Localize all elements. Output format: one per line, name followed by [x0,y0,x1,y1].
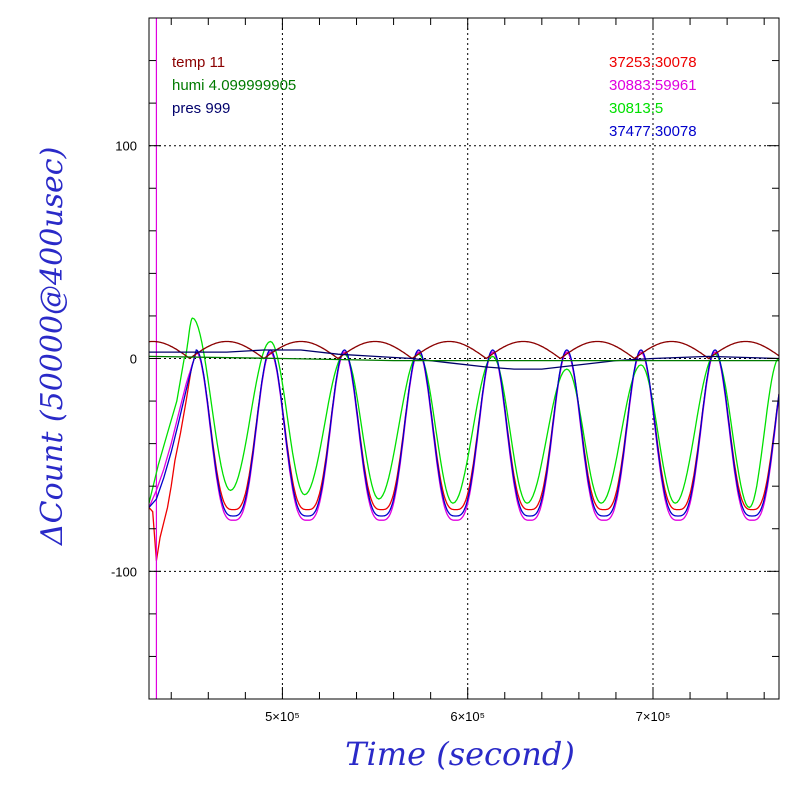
y-tick-label: -100 [111,564,137,579]
series-line-30883-59961 [149,351,779,521]
series-line-37477-30078 [149,349,779,517]
legend-right: 37253.30078 30883.59961 30813.5 37477.30… [609,51,697,143]
tick-labels: 5×10⁵ 6×10⁵ 7×10⁵ 100 0 -100 [111,139,670,724]
legend-left: temp 11 humi 4.099999905 pres 999 [172,51,296,120]
y-tick-label: 0 [130,352,137,367]
legend-entry-red: 37253.30078 [609,54,697,71]
x-tick-label: 6×10⁵ [450,709,485,724]
x-tick-label: 5×10⁵ [265,709,300,724]
series-line-humi-4-099999905 [149,355,779,362]
legend-entry-temp: temp 11 [172,54,226,71]
series-line-temp-11 [149,340,779,360]
legend-entry-blue: 37477.30078 [609,123,697,140]
series-line-30813-5 [149,317,779,509]
legend-entry-humi: humi 4.099999905 [172,77,297,94]
series-line-pres-999 [149,349,779,370]
y-tick-label: 100 [115,139,137,154]
x-axis-label: Time (second) [345,735,575,773]
y-axis-label: ΔCount (50000@400usec) [35,146,70,545]
x-tick-label: 7×10⁵ [636,709,671,724]
legend-entry-green: 30813.5 [609,100,664,117]
legend-entry-magenta: 30883.59961 [609,77,697,94]
series-lines [149,18,779,699]
legend-entry-pres: pres 999 [172,100,231,117]
plot-frame [148,17,780,700]
